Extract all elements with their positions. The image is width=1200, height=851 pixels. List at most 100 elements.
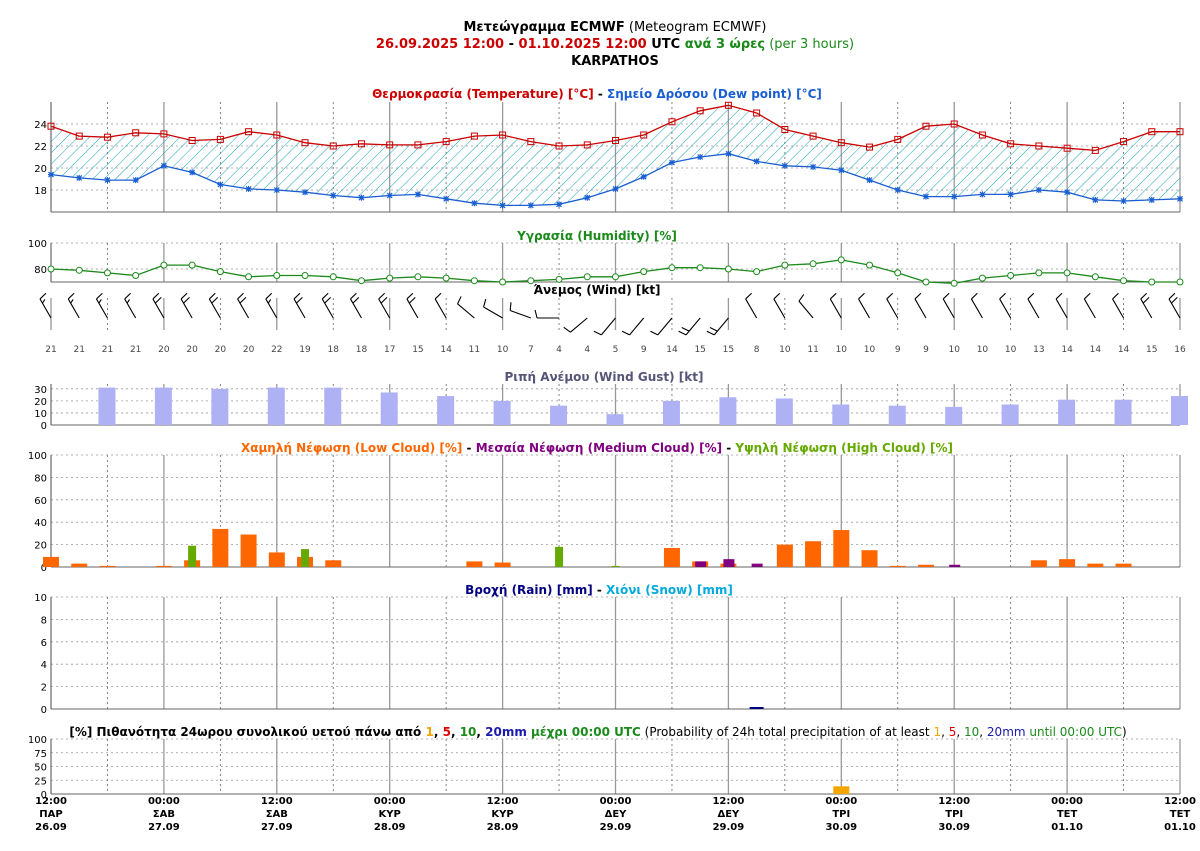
gust-bar — [1058, 399, 1076, 425]
low-cloud-bar — [240, 534, 257, 567]
gust-bar — [775, 398, 793, 425]
humidity-point — [781, 261, 789, 269]
gust-bar — [154, 387, 172, 425]
gust-bar — [719, 397, 737, 425]
low-cloud-bar — [43, 556, 59, 567]
wind-speed-label: 10 — [836, 345, 848, 355]
wind-barb — [534, 309, 560, 319]
probability-y-tick: 50 — [34, 763, 47, 774]
dewpoint-point — [499, 202, 506, 209]
temperature-point — [809, 132, 817, 140]
humidity-point — [75, 266, 83, 274]
wind-speed-label: 4 — [584, 345, 590, 355]
x-day-label: ΠΑΡ — [39, 809, 62, 820]
temperature-point — [132, 129, 140, 137]
dewpoint-point — [302, 189, 309, 196]
high-cloud-bar — [188, 545, 197, 567]
temperature-point — [978, 131, 986, 139]
wind-barb — [406, 292, 419, 319]
low-cloud-bar — [833, 530, 850, 567]
humidity-point — [866, 261, 874, 269]
temperature-point — [245, 128, 253, 136]
humidity-point — [724, 265, 732, 273]
low-cloud-bar — [663, 547, 680, 567]
wind-barb — [180, 292, 193, 319]
wind-speed-label: 15 — [723, 345, 734, 355]
wind-speed-label: 21 — [102, 345, 113, 355]
wind-speed-label: 11 — [469, 345, 480, 355]
x-axis-label: 12:00 ΤΕΤ 01.10 — [1164, 796, 1196, 833]
wind-barb — [434, 292, 447, 319]
low-cloud-bar — [494, 562, 511, 567]
dewpoint-point — [612, 185, 619, 192]
wind-speed-label: 10 — [497, 345, 509, 355]
wind-speed-label: 15 — [412, 345, 423, 355]
humidity-point — [809, 260, 817, 268]
humidity-point — [1176, 278, 1184, 286]
x-time-label: 12:00 — [1164, 796, 1196, 807]
dewpoint-point — [443, 195, 450, 202]
low-cloud-bar — [71, 563, 88, 567]
x-day-label: ΔΕΥ — [605, 809, 628, 820]
humidity-point — [329, 273, 337, 281]
dewpoint-point — [753, 158, 760, 165]
x-date-label: 28.09 — [374, 822, 406, 833]
dewpoint-point — [245, 185, 252, 192]
low-cloud-bar — [917, 564, 934, 567]
wind-barb — [621, 317, 645, 336]
temperature-point — [1120, 138, 1128, 146]
medium-cloud-bar — [723, 559, 735, 567]
dewpoint-point — [1007, 191, 1014, 198]
humidity-point — [357, 277, 365, 285]
rain-y-tick: 4 — [41, 660, 47, 671]
wind-barb — [1027, 292, 1040, 319]
low-cloud-bar — [805, 541, 822, 567]
humidity-point — [1007, 272, 1015, 279]
rain-y-tick: 8 — [41, 615, 47, 626]
humidity-point — [216, 268, 224, 276]
cloud-y-tick: 60 — [34, 496, 47, 507]
dewpoint-point — [217, 181, 224, 188]
x-date-label: 30.09 — [938, 822, 970, 833]
x-time-label: 12:00 — [35, 796, 67, 807]
dewpoint-point — [414, 191, 421, 198]
dewpoint-point — [189, 169, 196, 176]
wind-barb — [237, 292, 250, 319]
x-time-label: 12:00 — [712, 796, 744, 807]
dewpoint-point — [640, 173, 647, 180]
wind-barb — [509, 302, 532, 319]
low-cloud-bar — [889, 565, 906, 567]
wind-barb — [265, 292, 278, 319]
x-day-label: ΣΑΒ — [266, 809, 288, 820]
humidity-point — [837, 256, 845, 264]
x-day-label: ΤΡΙ — [945, 809, 963, 820]
humidity-point — [499, 278, 507, 286]
wind-speed-label: 9 — [923, 345, 929, 355]
low-cloud-bar — [268, 552, 285, 567]
dewpoint-point — [132, 177, 139, 184]
humidity-point — [753, 268, 761, 276]
location-name: KARPATHOS — [571, 54, 659, 69]
wind-barb — [457, 296, 475, 319]
wind-speed-label: 11 — [807, 345, 818, 355]
wind-speed-label: 9 — [895, 345, 901, 355]
chart-grid: 1820222480100010203002040608010002468100… — [28, 102, 1181, 801]
temperature-y-tick: 24 — [34, 120, 47, 131]
wind-speed-label: 20 — [186, 345, 198, 355]
dewpoint-point — [471, 200, 478, 207]
x-axis-labels: 12:00ΠΑΡ26.0900:00ΣΑΒ27.0912:00ΣΑΒ27.090… — [35, 796, 1196, 833]
temperature-point — [470, 132, 478, 140]
temperature-point — [414, 141, 422, 149]
x-date-label: 01.10 — [1051, 822, 1083, 833]
wind-speed-label: 10 — [864, 345, 876, 355]
wind-speed-label: 14 — [1090, 345, 1102, 355]
dewpoint-point — [1177, 195, 1183, 202]
temperature-point — [75, 132, 83, 140]
wind-speed-label: 21 — [130, 345, 141, 355]
wind-speed-label: 10 — [1005, 345, 1017, 355]
wind-speed-label: 5 — [613, 345, 619, 355]
dewpoint-point — [48, 171, 54, 178]
wind-barb — [886, 292, 899, 319]
x-axis-label: 00:00 ΔΕΥ 29.09 — [600, 796, 632, 833]
wind-barb — [942, 292, 955, 319]
